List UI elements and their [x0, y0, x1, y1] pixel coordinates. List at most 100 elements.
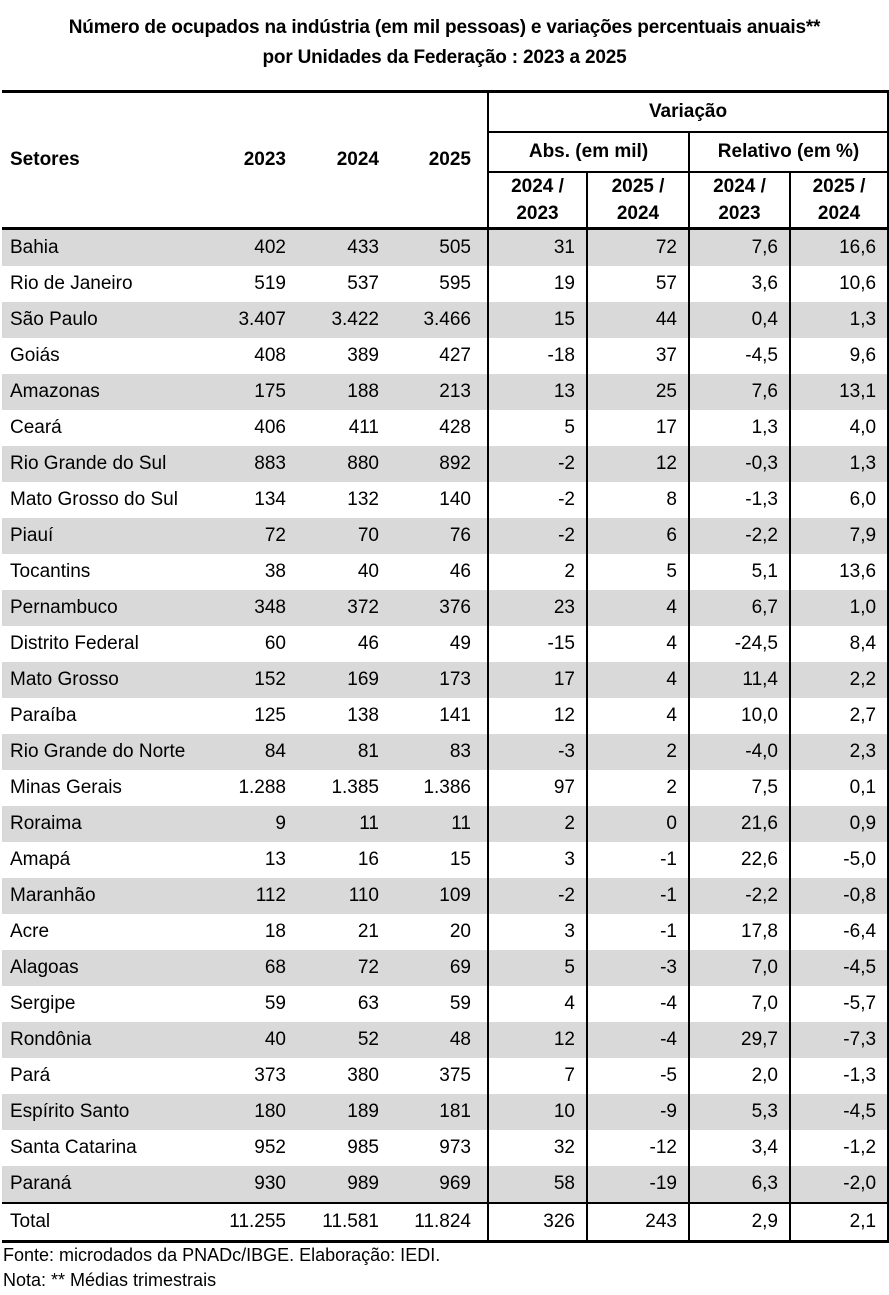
cell-value: 134 — [254, 488, 286, 510]
table-row: Roraima 9 11 11 2 0 21,6 0,9 — [2, 805, 889, 842]
cell-value: 72 — [264, 524, 286, 546]
cell-value: 1,0 — [788, 589, 889, 626]
cell-value: 372 — [347, 596, 379, 618]
cell-value: 72 — [586, 228, 689, 266]
cell-value: 6,0 — [788, 481, 889, 518]
cell-value: -1,3 — [788, 1057, 889, 1094]
cell-value: 4 — [586, 697, 689, 734]
cell-value: 48 — [449, 1028, 471, 1050]
cell-value: 17,8 — [688, 913, 790, 950]
table-body: Bahia 402 433 505 31 72 7,6 16,6 Rio de Janeiro 5… — [2, 228, 889, 1241]
cell-value: 11.824 — [389, 1201, 488, 1241]
cell-value: -1 — [586, 877, 689, 914]
cell-value: 1.386 — [423, 776, 471, 798]
cell-value: 3.407 — [238, 308, 286, 330]
table-row: Bahia 402 433 505 31 72 7,6 16,6 — [2, 228, 889, 266]
cell-value: 83 — [449, 740, 471, 762]
cell-value: 505 — [439, 236, 471, 258]
cell-value: 23 — [487, 589, 587, 626]
table-row: Acre 18 21 20 3 -1 17,8 -6,4 — [2, 913, 889, 950]
cell-uf-name: Mato Grosso — [10, 668, 119, 690]
cell-uf-name: Total — [2, 1201, 200, 1241]
cell-uf-name: Bahia — [10, 236, 59, 258]
cell-value: 138 — [347, 704, 379, 726]
table-row: Maranhão 112 110 109 -2 -1 -2,2 -0,8 — [2, 877, 889, 914]
cell-uf-name: Rondônia — [10, 1028, 92, 1050]
cell-uf-name: Alagoas — [10, 956, 79, 978]
cell-value: 519 — [254, 272, 286, 294]
cell-value: -1,2 — [788, 1129, 889, 1166]
data-table: Setores 2023 2024 2025 Variação Abs. (em… — [2, 90, 889, 1243]
cell-value: 1,3 — [788, 445, 889, 482]
cell-uf-name: Espírito Santo — [10, 1100, 130, 1122]
cell-uf-name: Maranhão — [10, 884, 96, 906]
cell-value: 985 — [347, 1136, 379, 1158]
cell-value: 2,7 — [788, 697, 889, 734]
cell-value: 59 — [264, 992, 286, 1014]
cell-value: 2 — [487, 553, 587, 590]
cell-value: -5,0 — [788, 841, 889, 878]
cell-value: 4,0 — [788, 409, 889, 446]
cell-value: 6 — [586, 517, 689, 554]
table-row: Piauí 72 70 76 -2 6 -2,2 7,9 — [2, 517, 889, 554]
cell-value: 17 — [586, 409, 689, 446]
cell-value: 2,2 — [788, 661, 889, 698]
cell-value: 0,1 — [788, 769, 889, 806]
cell-value: 10 — [487, 1093, 587, 1130]
cell-value: 11 — [359, 812, 379, 834]
cell-value: -5 — [586, 1057, 689, 1094]
table-row: Paraíba 125 138 141 12 4 10,0 2,7 — [2, 697, 889, 734]
cell-value: 13 — [264, 848, 286, 870]
table-row: Goiás 408 389 427 -18 37 -4,5 9,6 — [2, 337, 889, 374]
table-row: Pernambuco 348 372 376 23 4 6,7 1,0 — [2, 589, 889, 626]
cell-value: 125 — [254, 704, 286, 726]
cell-value: 140 — [439, 488, 471, 510]
cell-value: 389 — [347, 344, 379, 366]
cell-value: 5,1 — [688, 553, 790, 590]
cell-value: -4 — [586, 985, 689, 1022]
cell-value: 380 — [347, 1064, 379, 1086]
cell-value: 19 — [487, 265, 587, 302]
cell-value: 3.422 — [331, 308, 379, 330]
cell-value: 46 — [449, 560, 471, 582]
cell-value: 175 — [254, 380, 286, 402]
cell-uf-name: Rio Grande do Norte — [10, 740, 186, 762]
cell-value: 2,9 — [688, 1201, 790, 1241]
cell-value: -2,2 — [688, 877, 790, 914]
cell-value: 5 — [487, 949, 587, 986]
cell-uf-name: Minas Gerais — [10, 776, 122, 798]
header-setores: Setores — [2, 91, 200, 230]
cell-value: -4,5 — [688, 337, 790, 374]
cell-value: 411 — [348, 416, 379, 438]
cell-value: 406 — [254, 416, 286, 438]
cell-value: 969 — [439, 1172, 471, 1194]
cell-value: 7,6 — [688, 228, 790, 266]
table-row: Minas Gerais 1.288 1.385 1.386 97 2 7,5 0,1 — [2, 769, 889, 806]
cell-value: 892 — [439, 452, 471, 474]
cell-value: 10,0 — [688, 697, 790, 734]
cell-uf-name: Paraíba — [10, 704, 77, 726]
cell-value: 427 — [439, 344, 471, 366]
cell-value: 4 — [487, 985, 587, 1022]
header-year-2025: 2025 — [389, 91, 488, 230]
cell-value: 58 — [487, 1165, 587, 1203]
cell-value: 7 — [487, 1057, 587, 1094]
cell-value: 15 — [487, 301, 587, 338]
table-row: Rio de Janeiro 519 537 595 19 57 3,6 10,6 — [2, 265, 889, 302]
cell-value: 9,6 — [788, 337, 889, 374]
cell-uf-name: Amazonas — [10, 380, 100, 402]
cell-value: 989 — [347, 1172, 379, 1194]
cell-value: -0,3 — [688, 445, 790, 482]
cell-value: 0,4 — [688, 301, 790, 338]
header-abs: Abs. (em mil) — [487, 131, 689, 173]
header-relativo: Relativo (em %) — [687, 131, 889, 173]
cell-value: 57 — [586, 265, 689, 302]
cell-value: 12 — [586, 445, 689, 482]
cell-value: 402 — [254, 236, 286, 258]
cell-value: 8,4 — [788, 625, 889, 662]
table-row: Rio Grande do Norte 84 81 83 -3 2 -4,0 2,3 — [2, 733, 889, 770]
cell-value: 11.255 — [200, 1201, 296, 1241]
cell-value: 373 — [254, 1064, 286, 1086]
header-variacao: Variação — [486, 91, 889, 133]
cell-uf-name: Piauí — [10, 524, 54, 546]
